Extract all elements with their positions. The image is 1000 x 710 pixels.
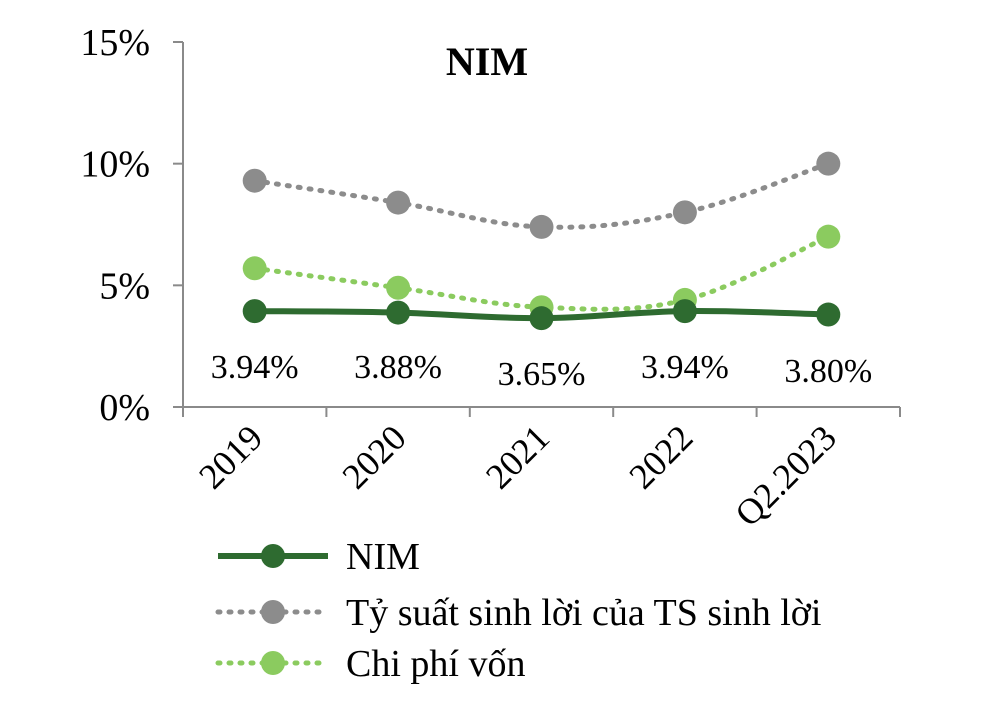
series-point [529,214,554,239]
chart-title: NIM [446,39,528,84]
legend-marker [261,600,285,624]
data-label: 3.80% [784,353,872,390]
series-point [816,224,841,249]
series-point [672,299,697,324]
x-tick-label: 2021 [478,417,557,496]
y-tick-label: 5% [99,265,150,307]
y-tick-label: 0% [99,387,150,429]
data-label: 3.94% [211,349,299,386]
x-tick-label: 2020 [335,417,414,496]
x-tick-label: Q2.2023 [727,417,844,534]
series-point [242,299,267,324]
legend-label: Chi phí vốn [346,643,525,685]
series-point [242,256,267,281]
data-labels: 3.94% 3.88% 3.65% 3.94% 3.80% [211,349,872,393]
series-point [816,302,841,327]
series-layer [242,151,841,331]
data-label: 3.94% [641,349,729,386]
data-label: 3.88% [354,349,442,386]
series-line [252,161,831,230]
x-ticks: 2019 2020 2021 2022 Q2.2023 [182,407,901,534]
legend-marker [261,544,285,568]
legend-label: Tỷ suất sinh lời của TS sinh lời [346,592,821,634]
series-point [386,190,411,215]
data-label: 3.65% [498,356,586,393]
y-ticks: 0% 5% 10% 15% [80,22,183,429]
y-tick-label: 10% [80,144,150,186]
series-point [386,300,411,325]
x-tick-label: 2022 [621,417,700,496]
series-point [386,275,411,300]
legend: NIM Tỷ suất sinh lời của TS sinh lời Chi p… [215,536,821,685]
series-point [816,151,841,176]
series-point [242,168,267,193]
series-point [672,200,697,225]
x-tick-label: 2019 [191,417,270,496]
series-point [529,306,554,331]
y-tick-label: 15% [80,22,150,64]
legend-marker [261,651,285,675]
legend-label: NIM [346,536,420,578]
